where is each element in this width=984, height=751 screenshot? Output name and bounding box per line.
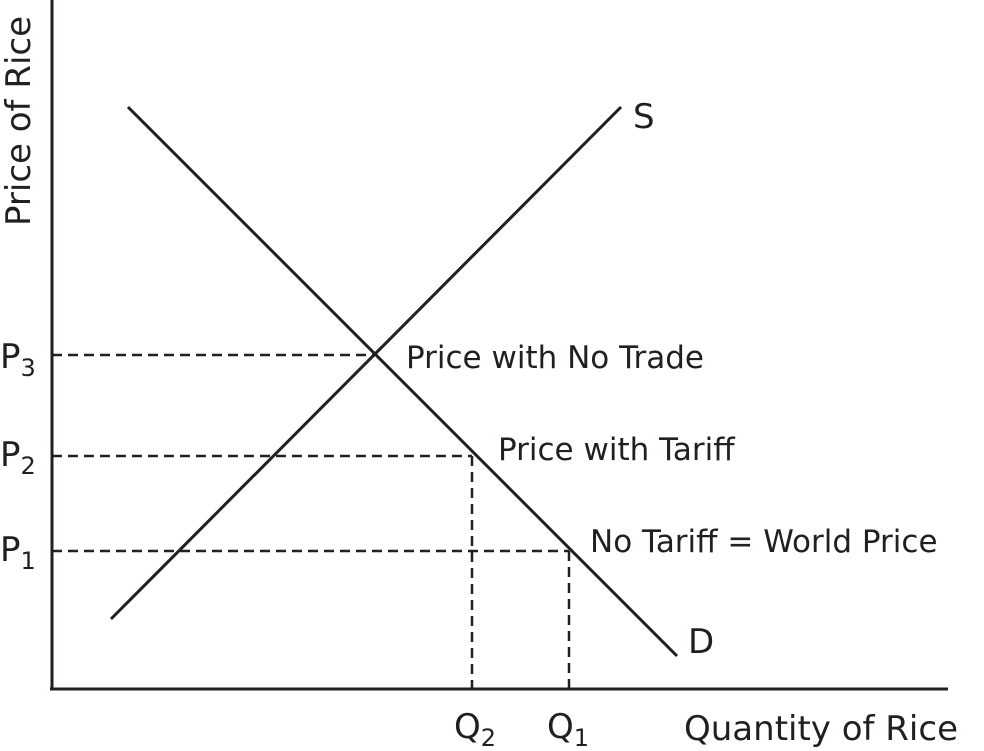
no-trade-annotation: Price with No Trade — [406, 340, 704, 376]
x-axis-label: Quantity of Rice — [684, 709, 958, 749]
demand-curve-label: D — [688, 622, 714, 662]
q1-label: Q1 — [547, 707, 589, 751]
demand-curve — [126, 105, 679, 658]
world-price-annotation: No Tariff = World Price — [590, 524, 938, 560]
p1-label: P1 — [0, 530, 36, 575]
p3-label: P3 — [0, 337, 36, 382]
supply-curve — [109, 105, 623, 621]
y-axis-label: Price of Rice — [0, 16, 39, 226]
p2-label: P2 — [0, 435, 36, 480]
supply-curve-label: S — [633, 97, 655, 137]
tariff-annotation: Price with Tariff — [498, 432, 735, 468]
q2-label: Q2 — [454, 707, 496, 751]
